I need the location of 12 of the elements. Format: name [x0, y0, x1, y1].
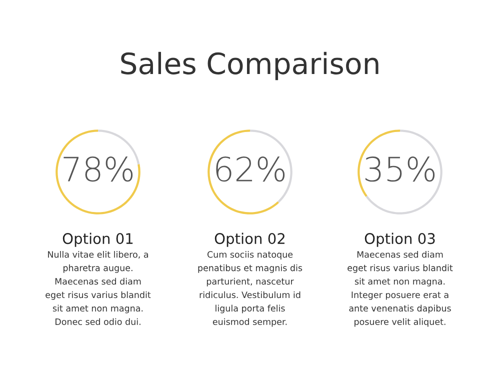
data-label: 35% [365, 156, 435, 182]
data-label: 78% [64, 156, 133, 182]
text: Sales Comparison [121, 52, 378, 80]
text: Option 02 [214, 232, 284, 247]
data-label: 62% [216, 156, 285, 182]
text: Nulla vitae elit libero, a pharetra augue. Maecenas sed diam eget risus varius blandit sit amet non magna. Donec sed odio dui. [46, 250, 151, 326]
text: Maecenas sed diam eget risus varius blandit sit amet non magna. Integer posuere erat a ante venenatis dapibus posuere velit aliquet. [348, 250, 453, 327]
donut-slice [56, 130, 140, 214]
text: Option 03 [364, 232, 435, 247]
donut-slice [366, 130, 442, 214]
text: Cum sociis natoque penatibus et magnis dis parturient, nascetur ridiculus. Vestibulum id ligula porta felis euismod semper. [198, 250, 302, 327]
text: Option 01 [62, 232, 133, 247]
